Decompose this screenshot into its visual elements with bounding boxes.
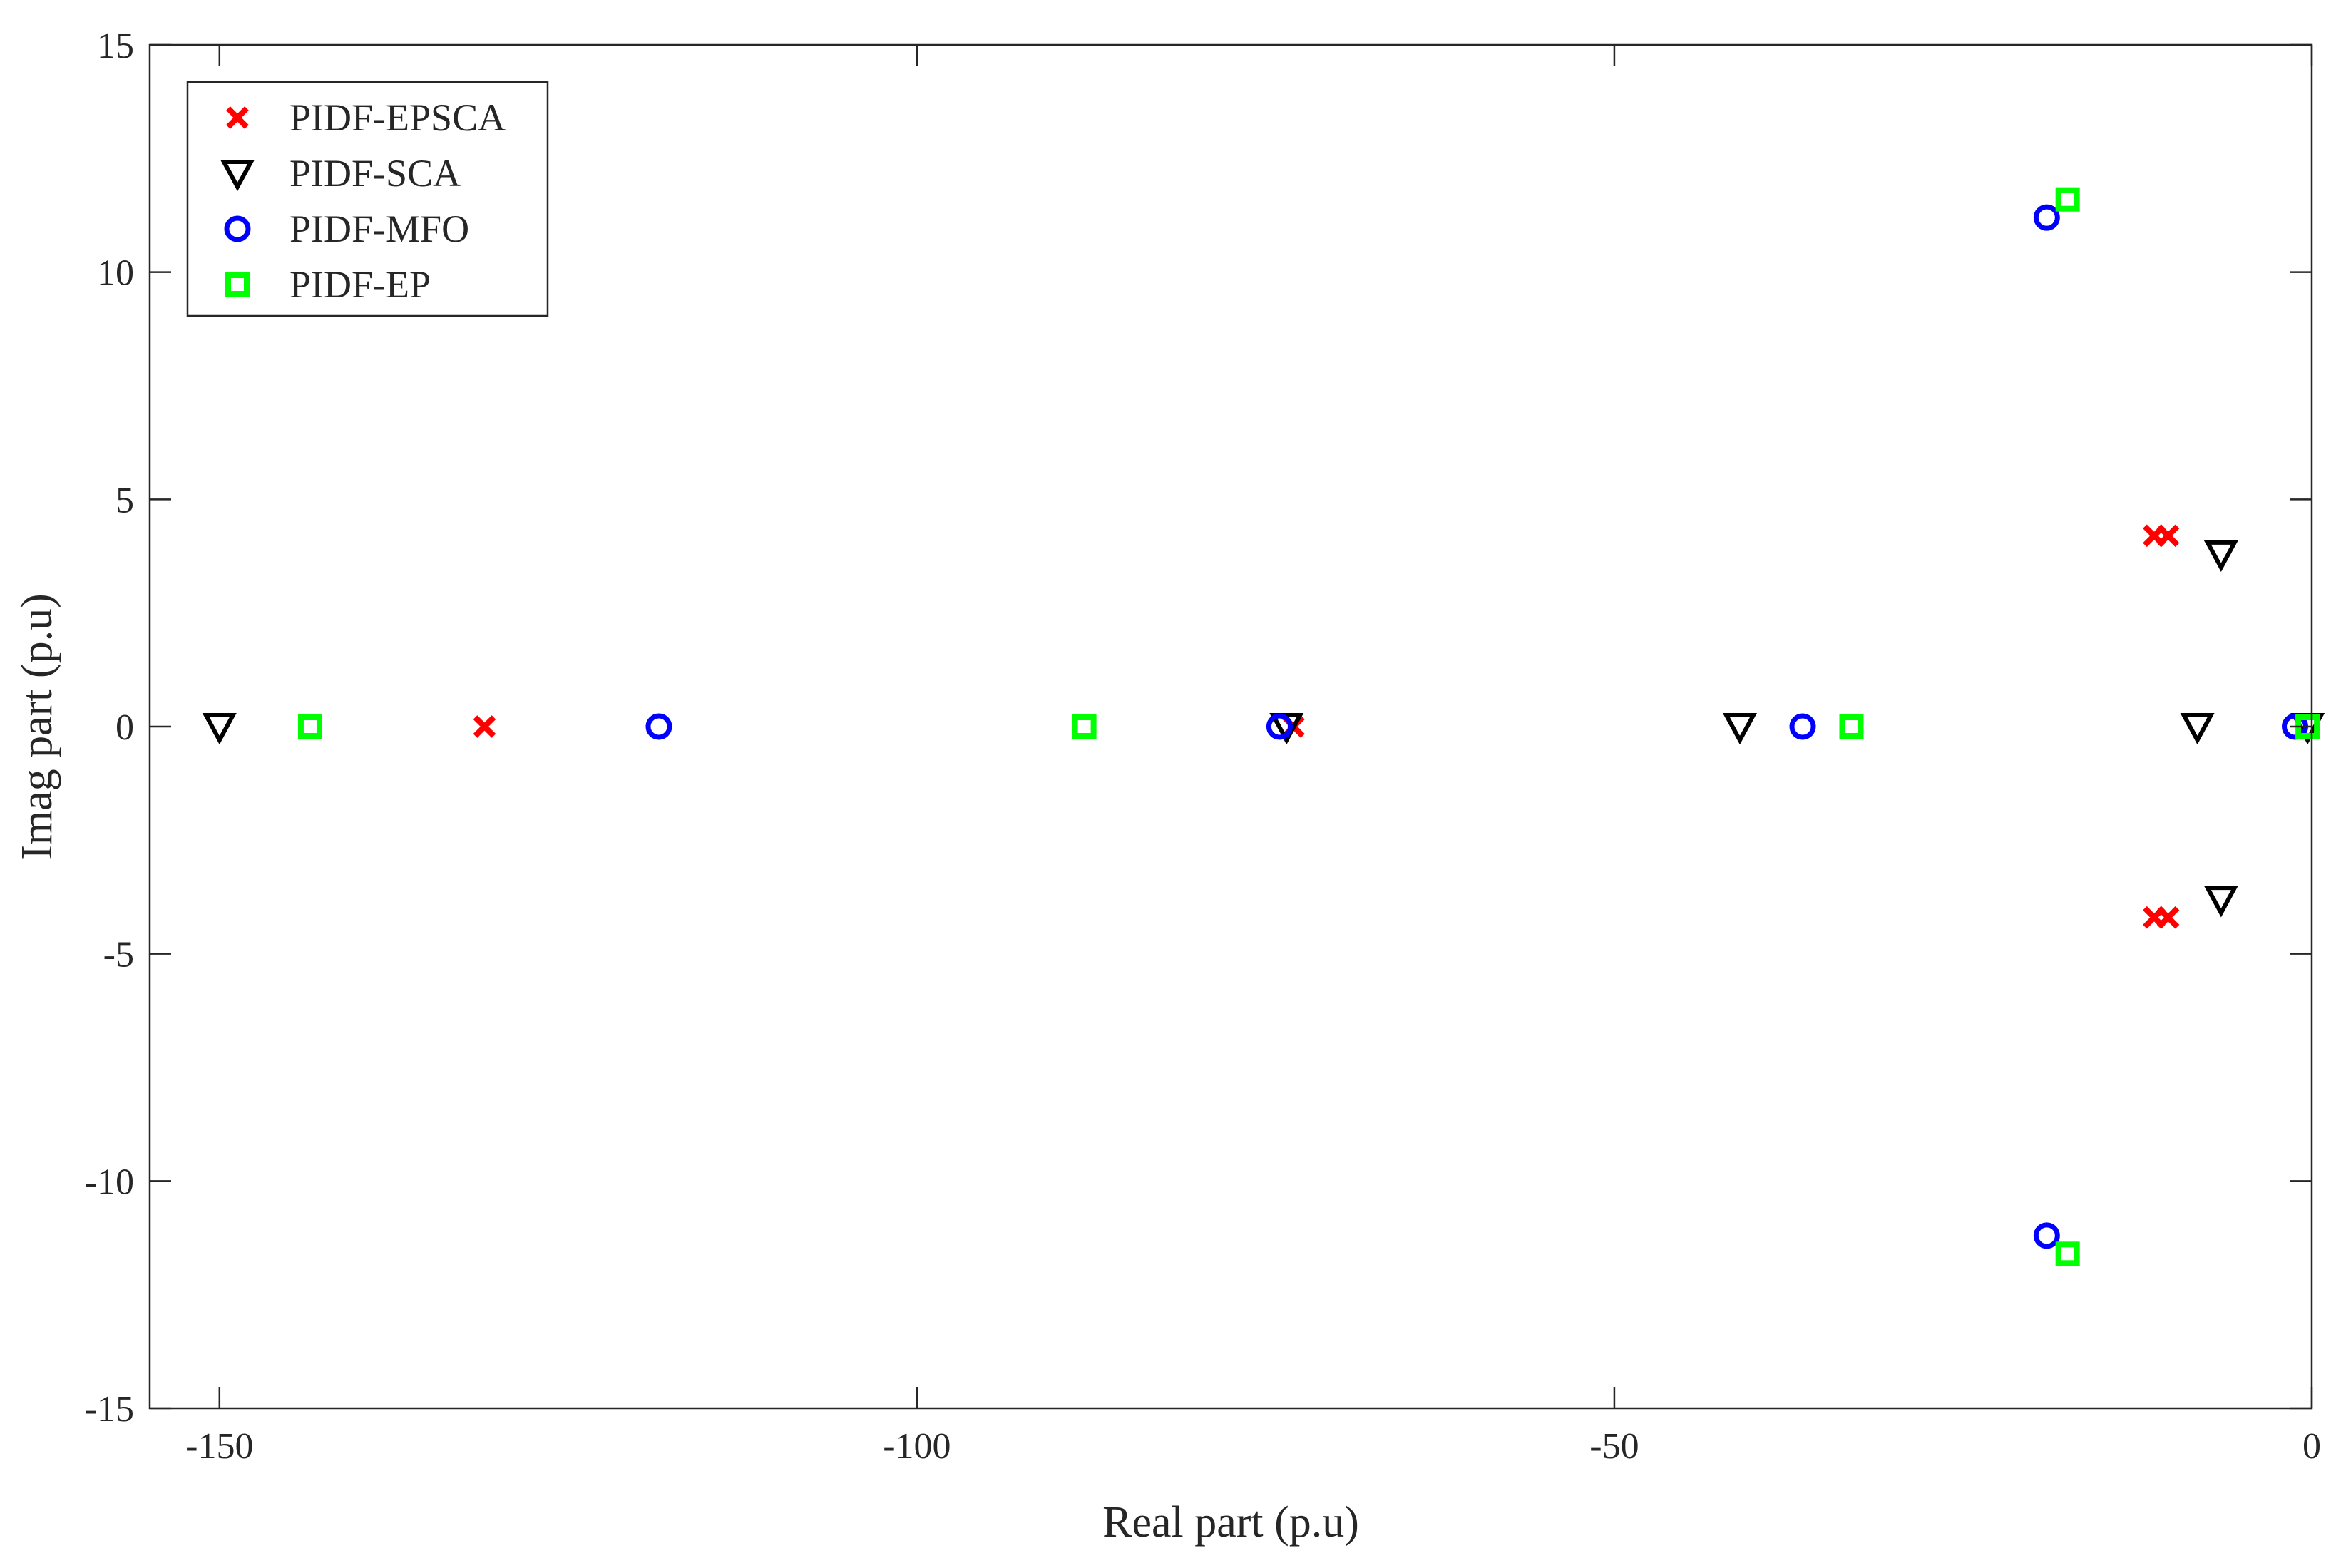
legend-label: PIDF-SCA (290, 152, 461, 195)
y-tick-label: -15 (85, 1389, 134, 1430)
data-marks (202, 187, 2325, 1266)
legend-label: PIDF-MFO (290, 207, 469, 250)
data-point-1-0 (202, 713, 237, 745)
series-pidf-ep (297, 187, 2320, 1266)
data-point-0-0 (473, 715, 496, 738)
x-tick-label: -100 (883, 1426, 951, 1467)
y-axis-label: Imag part (p.u) (13, 593, 61, 860)
data-point-1-2 (1722, 713, 1758, 745)
legend-label: PIDF-EPSCA (290, 96, 506, 139)
data-point-3-4 (2055, 187, 2080, 212)
data-point-3-5 (2055, 1241, 2080, 1266)
data-point-1-1 (1269, 713, 1304, 745)
y-tick-label: 0 (116, 707, 134, 748)
legend-label: PIDF-EP (290, 263, 431, 306)
x-tick-label: 0 (2302, 1426, 2321, 1467)
data-point-0-3 (2156, 524, 2180, 548)
data-point-1-3 (2180, 713, 2215, 745)
y-tick-label: 10 (97, 253, 134, 294)
data-point-2-5 (2033, 1222, 2060, 1249)
legend-marker-pidf-mfo (224, 215, 251, 242)
legend-marker-pidf-epsca (226, 106, 249, 129)
y-tick-label: -10 (85, 1162, 134, 1202)
legend-marker-pidf-ep (225, 272, 250, 297)
legend: PIDF-EPSCA PIDF-SCA PIDF-MFO PIDF-EP (186, 81, 549, 317)
data-point-1-6 (2203, 886, 2238, 918)
y-tick-label: -5 (103, 935, 134, 975)
data-point-3-2 (1839, 714, 1864, 739)
x-tick-label: -50 (1589, 1426, 1639, 1467)
data-point-2-2 (1789, 713, 1816, 740)
data-point-2-0 (645, 713, 672, 740)
data-point-3-0 (297, 714, 322, 739)
data-point-1-5 (2203, 540, 2238, 573)
series-pidf-sca (202, 540, 2325, 918)
data-point-2-4 (2033, 204, 2060, 231)
y-tick-label: 5 (116, 480, 134, 521)
x-axis-label: Real part (p.u) (1102, 1498, 1359, 1547)
data-point-0-5 (2156, 906, 2180, 929)
x-tick-label: -150 (185, 1426, 253, 1467)
y-tick-label: 15 (97, 26, 134, 66)
data-point-2-1 (1266, 713, 1293, 740)
legend-marker-pidf-sca (220, 160, 255, 192)
data-point-3-1 (1072, 714, 1097, 739)
